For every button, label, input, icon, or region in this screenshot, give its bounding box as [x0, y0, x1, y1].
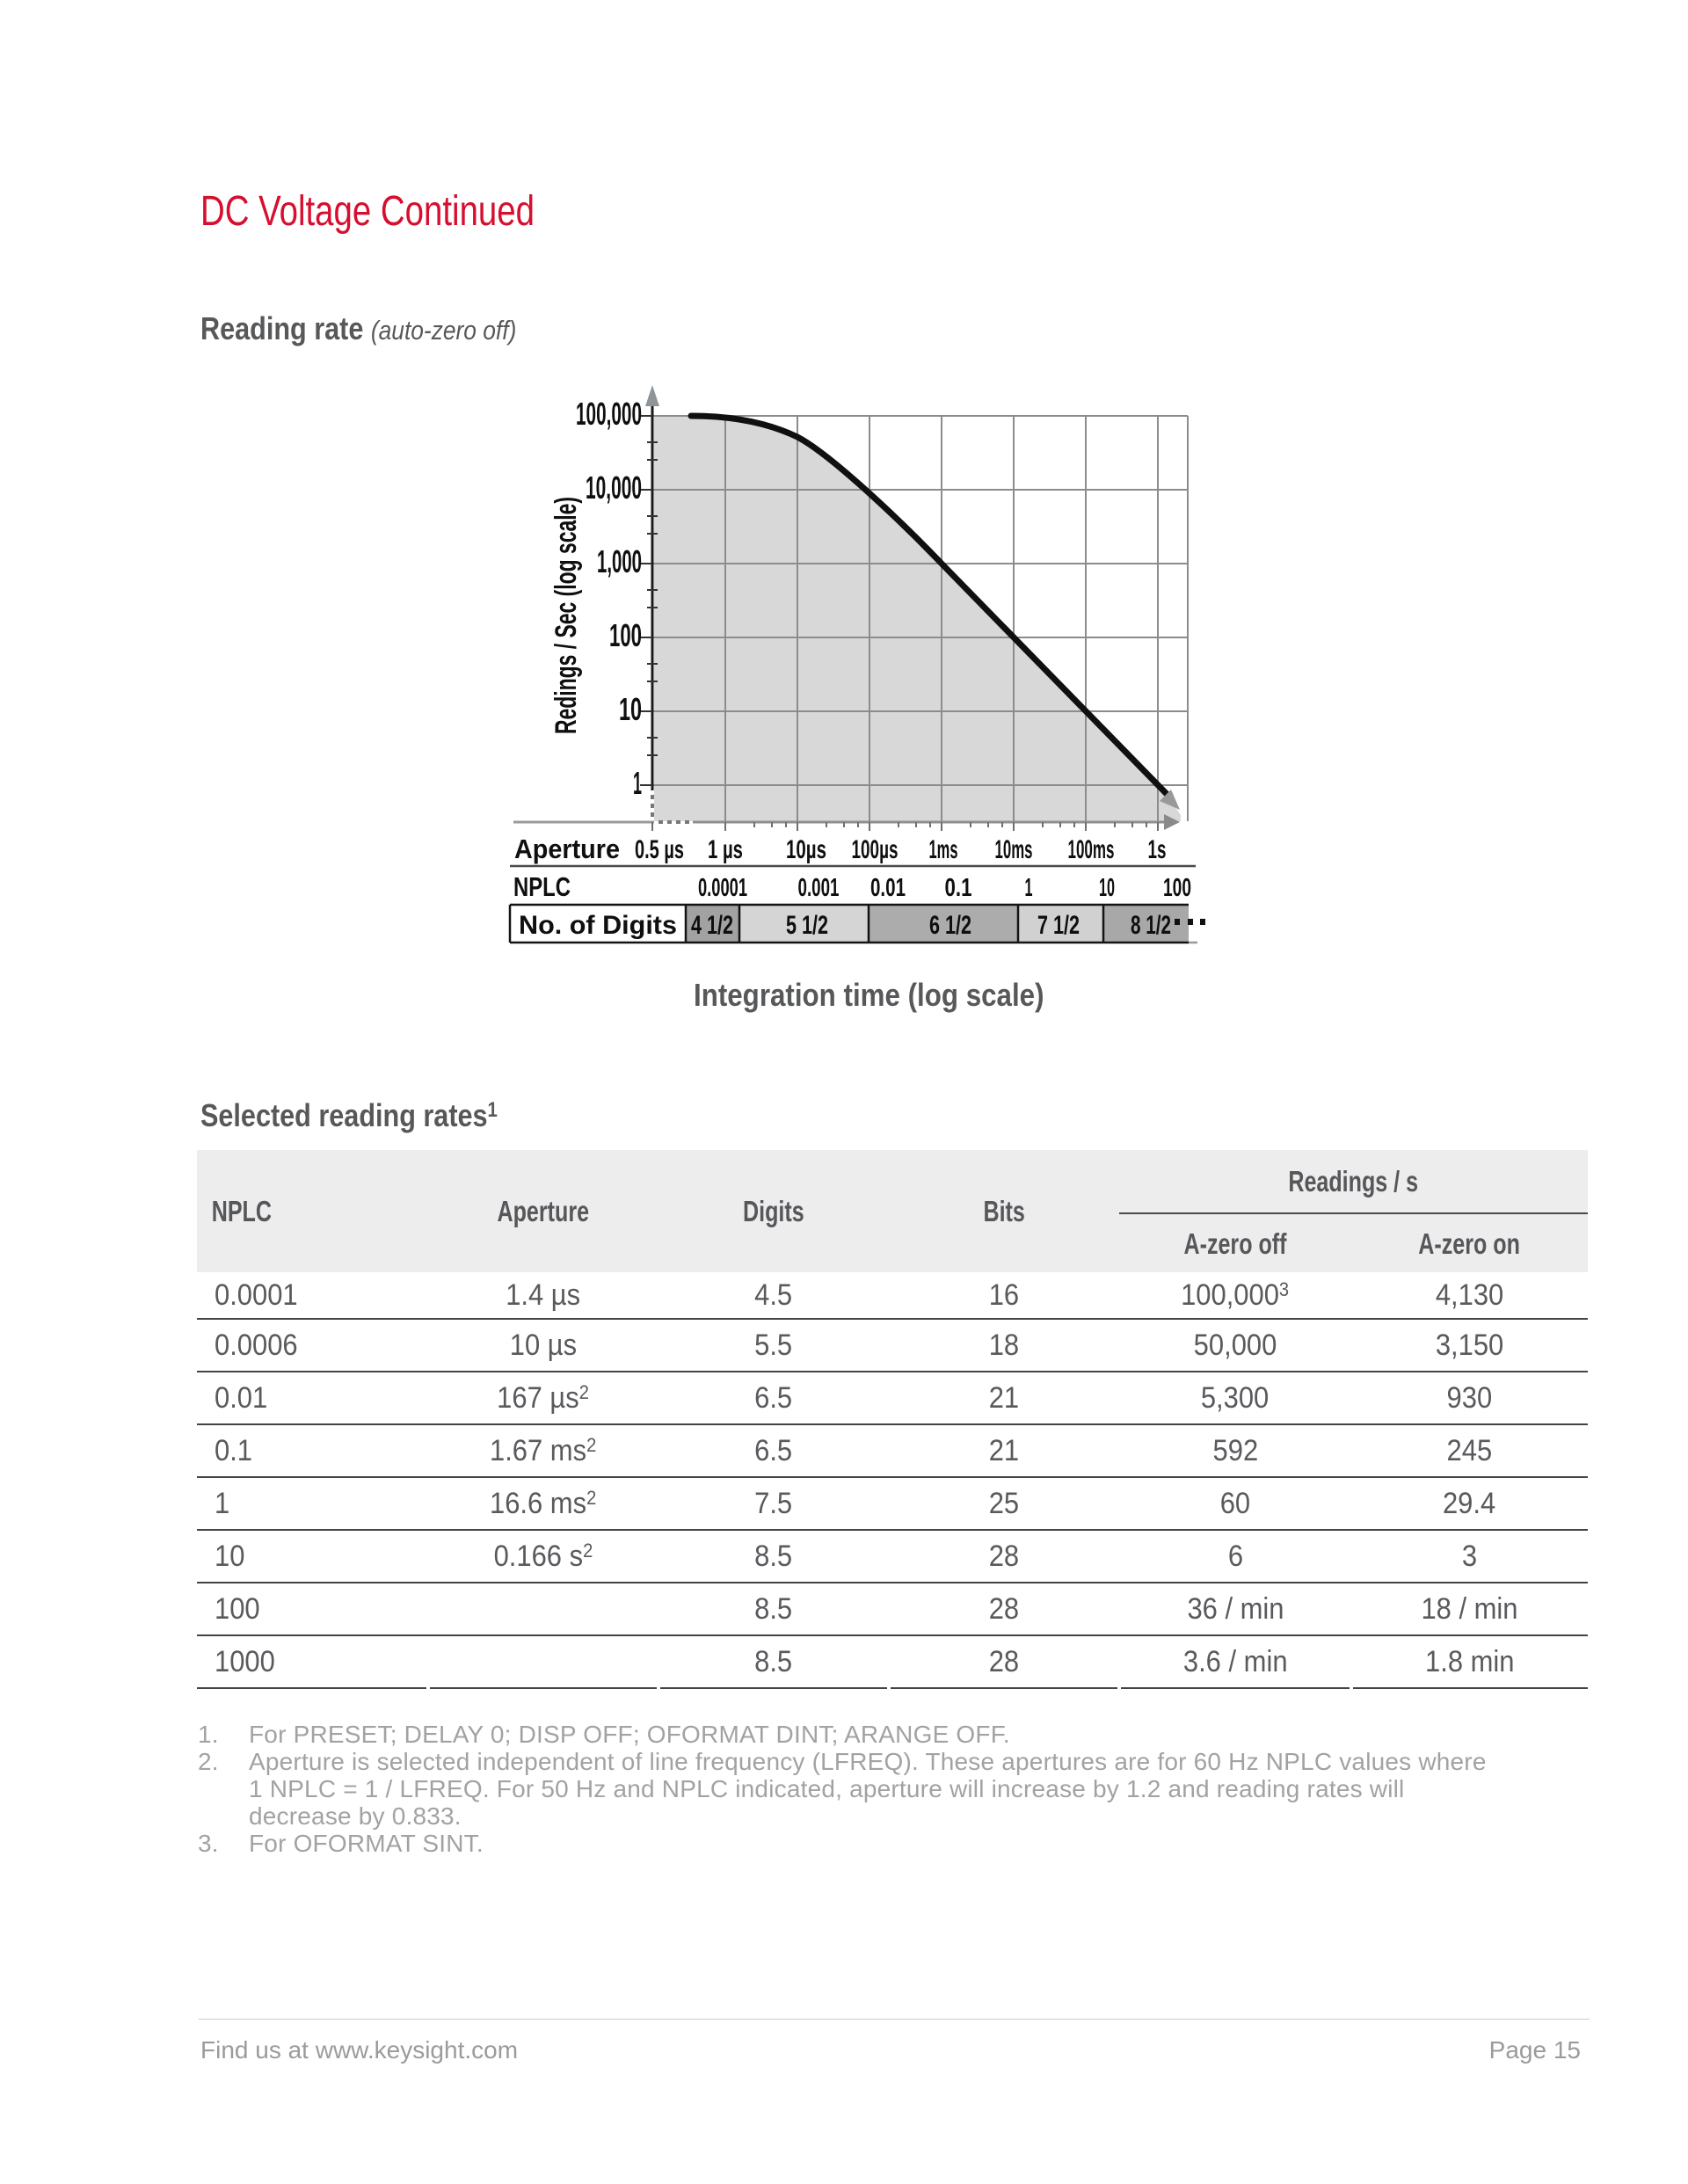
svg-text:0.0001: 0.0001 — [698, 874, 747, 902]
svg-text:1 µs: 1 µs — [708, 835, 743, 864]
svg-text:100µs: 100µs — [852, 835, 899, 864]
svg-text:0.5 µs: 0.5 µs — [635, 835, 684, 864]
svg-text:Redings / Sec (log scale): Redings / Sec (log scale) — [549, 497, 583, 734]
svg-text:6 1/2: 6 1/2 — [929, 911, 971, 940]
svg-text:10ms: 10ms — [995, 835, 1033, 864]
svg-text:1s: 1s — [1148, 835, 1167, 864]
svg-text:0.1: 0.1 — [945, 874, 972, 902]
svg-text:No. of Digits: No. of Digits — [519, 911, 677, 940]
svg-text:8 1/2: 8 1/2 — [1131, 911, 1171, 940]
svg-text:0.01: 0.01 — [870, 874, 906, 902]
svg-text:4 1/2: 4 1/2 — [691, 911, 733, 940]
svg-text:7 1/2: 7 1/2 — [1037, 911, 1080, 940]
svg-text:10: 10 — [1099, 874, 1115, 902]
svg-text:100: 100 — [1163, 874, 1191, 902]
svg-text:10,000: 10,000 — [586, 470, 642, 506]
svg-text:100: 100 — [609, 617, 642, 653]
svg-text:NPLC: NPLC — [513, 871, 571, 902]
svg-text:1,000: 1,000 — [597, 543, 642, 579]
svg-text:100ms: 100ms — [1068, 835, 1115, 864]
svg-text:Aperture: Aperture — [514, 834, 620, 864]
svg-text:1: 1 — [1025, 874, 1033, 902]
svg-text:1: 1 — [633, 765, 642, 801]
svg-text:10µs: 10µs — [786, 835, 826, 864]
svg-text:5 1/2: 5 1/2 — [786, 911, 828, 940]
svg-text:100,000: 100,000 — [576, 396, 642, 432]
svg-text:0.001: 0.001 — [798, 874, 840, 902]
svg-text:1ms: 1ms — [929, 835, 958, 864]
svg-text:10: 10 — [619, 691, 642, 727]
